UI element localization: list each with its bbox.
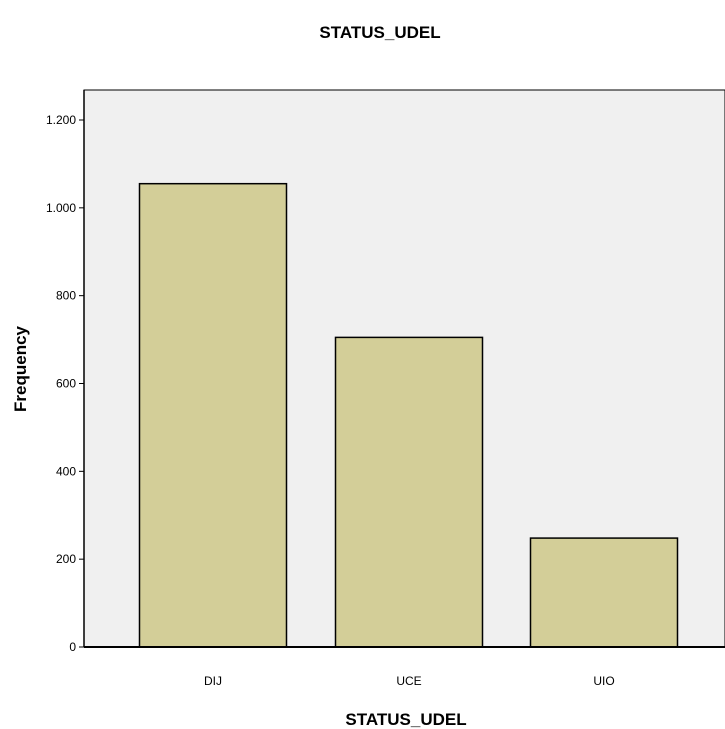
y-tick-label: 0 xyxy=(69,640,76,654)
y-tick-label: 600 xyxy=(56,377,76,391)
x-tick-label-uce: UCE xyxy=(396,674,421,688)
y-tick-label: 1.000 xyxy=(46,201,76,215)
y-axis: 0 200 400 600 800 1.000 1.200 xyxy=(46,90,85,654)
bar-uce xyxy=(334,336,484,648)
bar-uio xyxy=(529,537,679,648)
y-tick-label: 200 xyxy=(56,552,76,566)
chart-title: STATUS_UDEL xyxy=(319,23,440,42)
x-tick-label-dij: DIJ xyxy=(204,674,222,688)
y-axis-title: Frequency xyxy=(11,325,30,412)
bar-dij xyxy=(138,182,288,648)
y-tick-label: 400 xyxy=(56,464,76,478)
y-tick-label: 1.200 xyxy=(46,113,76,127)
x-axis-title: STATUS_UDEL xyxy=(345,710,466,729)
x-tick-label-uio: UIO xyxy=(593,674,614,688)
y-tick-label: 800 xyxy=(56,289,76,303)
bars xyxy=(138,182,679,648)
x-axis: DIJ UCE UIO xyxy=(84,646,725,688)
